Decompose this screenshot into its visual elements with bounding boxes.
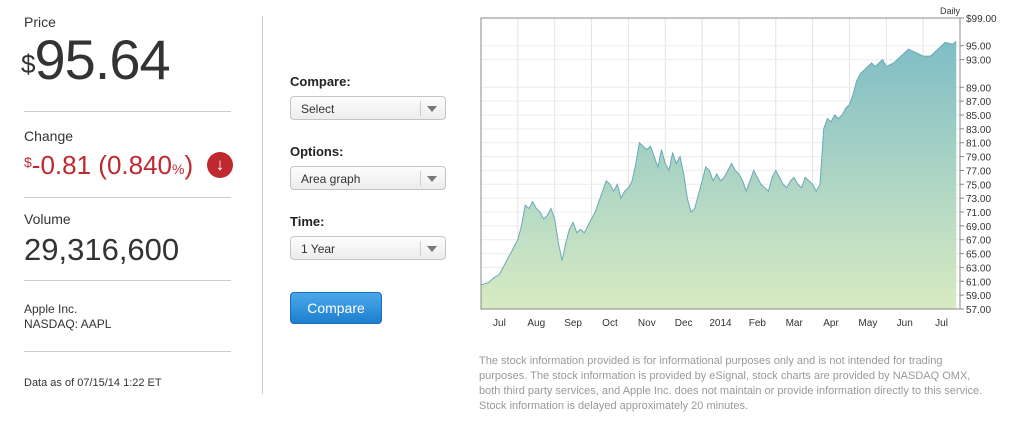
time-label: Time: (290, 214, 325, 229)
interval-label: Daily (940, 6, 961, 16)
y-tick-label: 85.00 (966, 111, 991, 122)
company-name: Apple Inc. (24, 302, 78, 316)
y-tick-label: 95.00 (966, 42, 991, 53)
x-tick-label: Jul (935, 318, 948, 329)
volume-value: 29,316,600 (24, 232, 180, 267)
chevron-down-icon (427, 106, 437, 112)
y-tick-label: 89.00 (966, 83, 991, 94)
options-select-value: Area graph (301, 172, 361, 186)
x-tick-label: Jul (493, 318, 506, 329)
x-tick-label: Oct (602, 318, 618, 329)
chevron-down-icon (427, 246, 437, 252)
x-tick-label: Nov (638, 318, 656, 329)
exchange-ticker: NASDAQ: AAPL (24, 317, 112, 331)
y-tick-label: 57.00 (966, 305, 991, 316)
select-divider (420, 171, 421, 186)
change-percent-open: (0.840 (98, 150, 173, 180)
line-series (480, 40, 957, 286)
y-tick-label: 71.00 (966, 208, 991, 219)
y-tick-label: $99.00 (966, 14, 997, 25)
change-percent-close: ) (184, 150, 194, 180)
x-tick-label: Mar (786, 318, 804, 329)
disclaimer-text: The stock information provided is for in… (479, 355, 983, 412)
plot-border (480, 17, 961, 310)
arrow-down-icon: ↓ (207, 152, 233, 178)
y-tick-label: 69.00 (966, 222, 991, 233)
divider (24, 280, 231, 281)
change-label: Change (24, 128, 74, 144)
y-tick-label: 77.00 (966, 166, 991, 177)
change-number: -0.81 (31, 150, 92, 180)
y-tick-label: 63.00 (966, 263, 991, 274)
data-timestamp: Data as of 07/15/14 1:22 ET (24, 377, 162, 389)
compare-select-value: Select (301, 102, 335, 116)
y-tick-label: 79.00 (966, 153, 991, 164)
area-series (481, 41, 957, 310)
y-tick-label: 73.00 (966, 194, 991, 205)
y-tick-label: 61.00 (966, 277, 991, 288)
vertical-divider (262, 16, 263, 394)
change-currency-symbol: $ (24, 154, 32, 170)
company-info: Apple Inc. NASDAQ: AAPL (24, 302, 111, 332)
y-tick-label: 93.00 (966, 56, 991, 67)
y-tick-label: 67.00 (966, 236, 991, 247)
price-number: 95.64 (34, 28, 170, 91)
compare-label: Compare: (290, 74, 351, 89)
y-tick-label: 83.00 (966, 125, 991, 136)
x-tick-label: Aug (527, 318, 545, 329)
price-chart: $99.00 95.00 93.00 89.00 87.00 85.00 83.00 81.0… (480, 6, 997, 329)
x-tick-label: May (858, 318, 877, 329)
x-tick-label: Jun (897, 318, 913, 329)
currency-symbol: $ (21, 49, 36, 79)
divider (24, 197, 231, 198)
options-label: Options: (290, 144, 344, 159)
x-tick-label: Dec (675, 318, 693, 329)
x-tick-label: Apr (823, 318, 839, 329)
divider (24, 111, 231, 112)
x-tick-label: Sep (564, 318, 582, 329)
price-label: Price (24, 14, 56, 30)
volume-label: Volume (24, 211, 71, 227)
select-divider (420, 101, 421, 116)
y-tick-label: 75.00 (966, 180, 991, 191)
x-tick-label: Feb (749, 318, 767, 329)
y-tick-label: 59.00 (966, 291, 991, 302)
chevron-down-icon (427, 176, 437, 182)
change-value: $-0.81 (0.840%) (24, 150, 193, 181)
time-select[interactable]: 1 Year (290, 236, 446, 260)
compare-button[interactable]: Compare (290, 292, 382, 324)
y-tick-label: 65.00 (966, 250, 991, 261)
x-tick-label: 2014 (709, 318, 732, 329)
percent-sign: % (172, 161, 185, 177)
time-select-value: 1 Year (301, 242, 336, 256)
price-value: $95.64 (21, 28, 171, 91)
options-select[interactable]: Area graph (290, 166, 446, 190)
select-divider (420, 241, 421, 256)
compare-select[interactable]: Select (290, 96, 446, 120)
y-tick-label: 81.00 (966, 139, 991, 150)
y-tick-label: 87.00 (966, 97, 991, 108)
divider (24, 351, 231, 352)
